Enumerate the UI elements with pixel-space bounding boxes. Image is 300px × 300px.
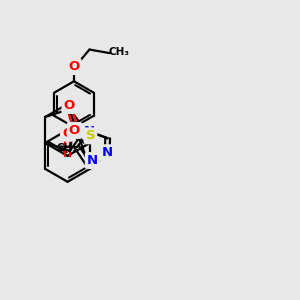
Text: CH₃: CH₃ — [108, 46, 129, 57]
Text: S: S — [86, 129, 95, 142]
Text: N: N — [84, 125, 95, 138]
Text: CH₃: CH₃ — [57, 143, 78, 153]
Text: O: O — [63, 99, 75, 112]
Text: O: O — [62, 127, 73, 140]
Text: N: N — [101, 146, 112, 159]
Text: N: N — [87, 154, 98, 167]
Text: O: O — [68, 60, 80, 73]
Text: O: O — [69, 124, 80, 137]
